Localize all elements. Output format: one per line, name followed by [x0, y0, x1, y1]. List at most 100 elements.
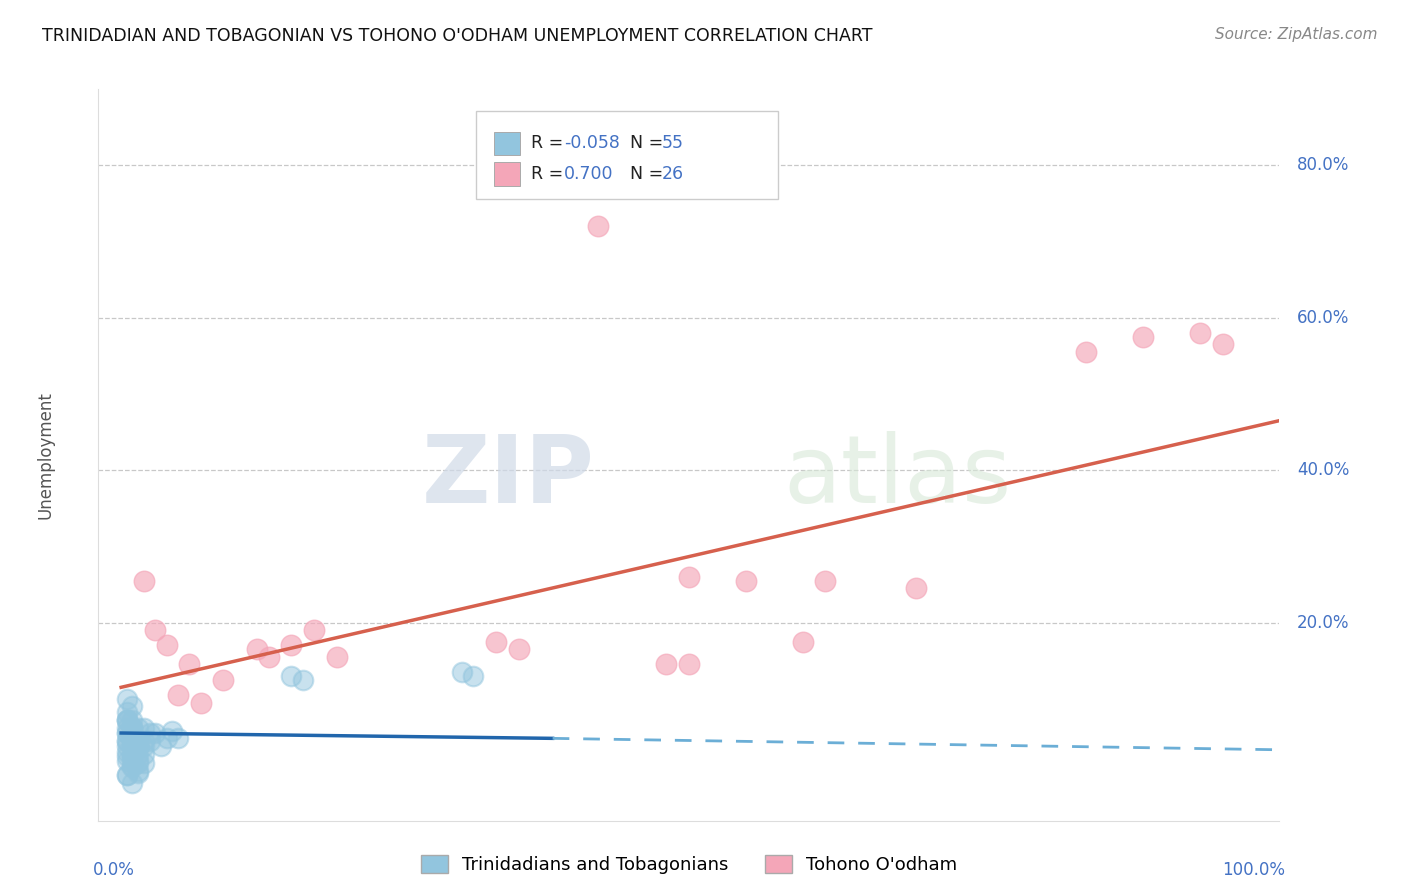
- Point: [678, 570, 700, 584]
- Point: [1076, 345, 1098, 359]
- Point: [586, 219, 609, 234]
- Point: [121, 726, 143, 740]
- Point: [115, 748, 138, 763]
- Point: [115, 768, 138, 782]
- Text: 55: 55: [662, 135, 683, 153]
- Point: [143, 623, 166, 637]
- Point: [121, 721, 143, 735]
- Point: [280, 669, 302, 683]
- Point: [280, 639, 302, 653]
- Point: [246, 642, 269, 657]
- Point: [326, 649, 349, 664]
- Point: [121, 721, 143, 735]
- Text: ZIP: ZIP: [422, 431, 595, 523]
- Point: [121, 733, 143, 747]
- Point: [115, 726, 138, 740]
- FancyBboxPatch shape: [477, 112, 778, 199]
- Point: [121, 753, 143, 767]
- FancyBboxPatch shape: [494, 162, 520, 186]
- Text: N =: N =: [630, 165, 669, 183]
- Text: R =: R =: [530, 165, 574, 183]
- Point: [1212, 337, 1234, 351]
- Point: [291, 673, 314, 687]
- Point: [115, 745, 138, 759]
- Point: [115, 713, 138, 727]
- Point: [190, 696, 212, 710]
- Point: [143, 726, 166, 740]
- FancyBboxPatch shape: [494, 132, 520, 155]
- Point: [127, 739, 149, 753]
- Point: [678, 657, 700, 672]
- Point: [132, 756, 155, 771]
- Point: [115, 713, 138, 727]
- Text: 60.0%: 60.0%: [1298, 309, 1350, 326]
- Point: [155, 731, 177, 746]
- Point: [162, 723, 183, 738]
- Point: [115, 754, 138, 768]
- Text: atlas: atlas: [783, 431, 1012, 523]
- Point: [115, 733, 138, 747]
- Point: [127, 721, 149, 735]
- Point: [155, 639, 177, 653]
- Point: [127, 756, 149, 771]
- Point: [132, 747, 155, 761]
- Text: 100.0%: 100.0%: [1222, 861, 1285, 879]
- Point: [127, 764, 149, 778]
- Point: [121, 713, 143, 727]
- Point: [121, 721, 143, 735]
- Point: [115, 733, 138, 747]
- Point: [167, 731, 190, 746]
- Point: [132, 574, 155, 588]
- Text: 26: 26: [662, 165, 683, 183]
- Text: 40.0%: 40.0%: [1298, 461, 1350, 479]
- Point: [127, 739, 149, 753]
- Point: [121, 748, 143, 763]
- Text: Source: ZipAtlas.com: Source: ZipAtlas.com: [1215, 27, 1378, 42]
- Point: [115, 706, 138, 720]
- Point: [179, 657, 201, 672]
- Legend: Trinidadians and Tobagonians, Tohono O'odham: Trinidadians and Tobagonians, Tohono O'o…: [413, 847, 965, 881]
- Point: [905, 581, 928, 595]
- Point: [121, 747, 143, 761]
- Point: [132, 739, 155, 753]
- Point: [115, 713, 138, 727]
- Text: TRINIDADIAN AND TOBAGONIAN VS TOHONO O'ODHAM UNEMPLOYMENT CORRELATION CHART: TRINIDADIAN AND TOBAGONIAN VS TOHONO O'O…: [42, 27, 873, 45]
- Point: [121, 699, 143, 714]
- Point: [792, 634, 814, 648]
- Point: [302, 623, 325, 637]
- Point: [485, 634, 508, 648]
- Text: N =: N =: [630, 135, 669, 153]
- Point: [121, 775, 143, 789]
- Point: [115, 691, 138, 706]
- Text: R =: R =: [530, 135, 568, 153]
- Point: [257, 649, 280, 664]
- Point: [463, 669, 485, 683]
- Point: [132, 733, 155, 747]
- Point: [132, 721, 155, 735]
- Point: [121, 739, 143, 753]
- Point: [508, 642, 530, 657]
- Point: [127, 739, 149, 753]
- Point: [1188, 326, 1211, 340]
- Text: 80.0%: 80.0%: [1298, 156, 1350, 175]
- Point: [127, 747, 149, 761]
- Point: [127, 739, 149, 753]
- Point: [127, 754, 149, 768]
- Point: [127, 765, 149, 780]
- Point: [121, 733, 143, 747]
- Point: [138, 726, 160, 740]
- Text: -0.058: -0.058: [564, 135, 620, 153]
- Point: [212, 673, 235, 687]
- Point: [149, 739, 172, 753]
- Point: [121, 726, 143, 740]
- Point: [121, 760, 143, 774]
- Point: [1132, 330, 1154, 344]
- Point: [167, 688, 190, 702]
- Point: [655, 657, 678, 672]
- Point: [115, 726, 138, 740]
- Point: [115, 768, 138, 782]
- Text: 0.0%: 0.0%: [93, 861, 135, 879]
- Point: [734, 574, 756, 588]
- Point: [121, 758, 143, 772]
- Point: [814, 574, 837, 588]
